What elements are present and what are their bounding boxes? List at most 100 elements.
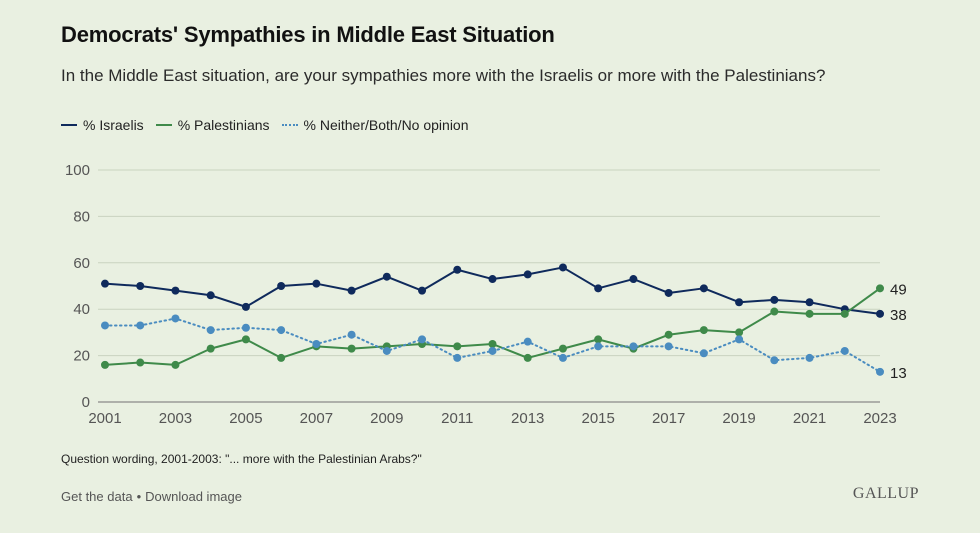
x-tick-label-2019: 2019 — [722, 410, 755, 427]
data-point-neither-2013 — [523, 337, 532, 346]
data-point-neither-2001 — [101, 321, 109, 330]
data-point-israelis-2015 — [594, 284, 603, 293]
data-point-neither-2022 — [840, 346, 849, 355]
data-point-israelis-2004 — [206, 291, 215, 300]
data-point-neither-2020 — [770, 356, 779, 365]
legend-swatch-palestinians — [155, 124, 172, 126]
data-point-israelis-2010 — [418, 286, 427, 295]
x-tick-label-2015: 2015 — [581, 410, 614, 427]
data-point-palestinians-2015 — [594, 335, 603, 344]
footnote: Question wording, 2001-2003: "... more w… — [61, 452, 422, 466]
x-tick-label-2009: 2009 — [370, 410, 403, 427]
x-tick-label-2021: 2021 — [793, 410, 826, 427]
data-point-israelis-2005 — [241, 302, 250, 311]
x-tick-label-2001: 2001 — [88, 410, 121, 427]
x-tick-label-2017: 2017 — [652, 410, 685, 427]
y-tick-label-20: 20 — [73, 348, 90, 365]
x-tick-label-2023: 2023 — [863, 410, 896, 427]
data-point-neither-2010 — [418, 335, 427, 344]
data-point-palestinians-2001 — [101, 360, 109, 369]
data-point-palestinians-2017 — [664, 330, 673, 339]
footer-links: Get the data • Download image — [61, 489, 242, 504]
end-label-neither: 13 — [890, 365, 907, 382]
x-tick-label-2003: 2003 — [159, 410, 192, 427]
data-point-palestinians-2019 — [735, 328, 744, 337]
legend: % Israelis % Palestinians % Neither/Both… — [61, 117, 469, 133]
data-point-neither-2018 — [699, 349, 708, 358]
data-point-neither-2009 — [382, 346, 391, 355]
data-point-israelis-2007 — [312, 279, 321, 288]
data-point-neither-2004 — [206, 326, 215, 335]
data-point-israelis-2020 — [770, 295, 779, 304]
data-point-israelis-2019 — [735, 298, 744, 307]
x-tick-label-2005: 2005 — [229, 410, 262, 427]
chart-subtitle: In the Middle East situation, are your s… — [61, 66, 826, 85]
y-tick-label-100: 100 — [65, 162, 90, 179]
data-point-neither-2021 — [805, 353, 814, 362]
data-point-israelis-2012 — [488, 275, 497, 284]
legend-item-palestinians: % Palestinians — [155, 117, 270, 133]
data-point-palestinians-2021 — [805, 309, 814, 318]
y-tick-label-60: 60 — [73, 255, 90, 272]
data-point-israelis-2003 — [171, 286, 180, 295]
data-point-neither-2007 — [312, 340, 321, 348]
data-point-neither-2019 — [735, 335, 744, 344]
legend-label-palestinians: % Palestinians — [177, 117, 270, 133]
data-point-palestinians-2005 — [241, 335, 250, 344]
data-point-israelis-2013 — [523, 270, 532, 279]
data-point-neither-2023 — [876, 367, 884, 376]
y-tick-label-40: 40 — [73, 301, 90, 318]
data-point-neither-2016 — [629, 342, 638, 351]
data-point-neither-2002 — [136, 321, 145, 330]
legend-item-neither: % Neither/Both/No opinion — [281, 117, 469, 133]
data-point-israelis-2006 — [277, 282, 286, 290]
data-point-palestinians-2003 — [171, 360, 180, 369]
data-point-palestinians-2023 — [876, 284, 884, 293]
end-label-palestinians: 49 — [890, 281, 907, 298]
y-tick-label-80: 80 — [73, 208, 90, 225]
data-point-israelis-2016 — [629, 275, 638, 284]
data-point-palestinians-2006 — [277, 353, 286, 362]
get-data-link[interactable]: Get the data — [61, 489, 133, 504]
chart-title: Democrats' Sympathies in Middle East Sit… — [61, 22, 555, 47]
data-point-israelis-2023 — [876, 309, 884, 318]
data-point-palestinians-2020 — [770, 307, 779, 316]
download-image-link[interactable]: Download image — [145, 489, 242, 504]
legend-swatch-israelis — [61, 124, 77, 126]
data-point-neither-2008 — [347, 330, 356, 339]
x-tick-label-2007: 2007 — [300, 410, 333, 427]
data-point-neither-2017 — [664, 342, 673, 351]
legend-item-israelis: % Israelis — [61, 117, 144, 133]
data-point-israelis-2009 — [382, 272, 391, 281]
data-point-israelis-2011 — [453, 265, 462, 274]
data-point-israelis-2001 — [101, 279, 109, 288]
data-point-neither-2006 — [277, 326, 286, 335]
data-point-palestinians-2002 — [136, 358, 145, 367]
data-point-neither-2014 — [558, 353, 567, 362]
legend-label-neither: % Neither/Both/No opinion — [303, 117, 469, 133]
data-point-israelis-2002 — [136, 282, 145, 290]
x-tick-label-2013: 2013 — [511, 410, 544, 427]
end-label-israelis: 38 — [890, 307, 907, 324]
series-line-israelis — [104, 266, 881, 315]
y-tick-label-0: 0 — [82, 394, 90, 411]
data-point-palestinians-2008 — [347, 344, 356, 353]
data-point-neither-2012 — [488, 346, 497, 355]
data-point-neither-2003 — [171, 314, 180, 323]
data-point-palestinians-2018 — [699, 326, 708, 335]
footer-separator: • — [136, 489, 142, 504]
data-point-palestinians-2011 — [453, 342, 462, 351]
data-point-neither-2011 — [453, 353, 462, 362]
data-point-palestinians-2004 — [206, 344, 215, 353]
data-point-neither-2005 — [241, 323, 250, 332]
data-point-israelis-2014 — [558, 263, 567, 272]
x-tick-label-2011: 2011 — [441, 410, 473, 427]
data-point-israelis-2008 — [347, 286, 356, 295]
data-point-palestinians-2012 — [488, 340, 497, 348]
data-point-neither-2015 — [594, 342, 603, 351]
data-point-israelis-2017 — [664, 288, 673, 297]
data-point-palestinians-2022 — [840, 309, 849, 318]
gallup-logo: GALLUP — [852, 485, 919, 502]
